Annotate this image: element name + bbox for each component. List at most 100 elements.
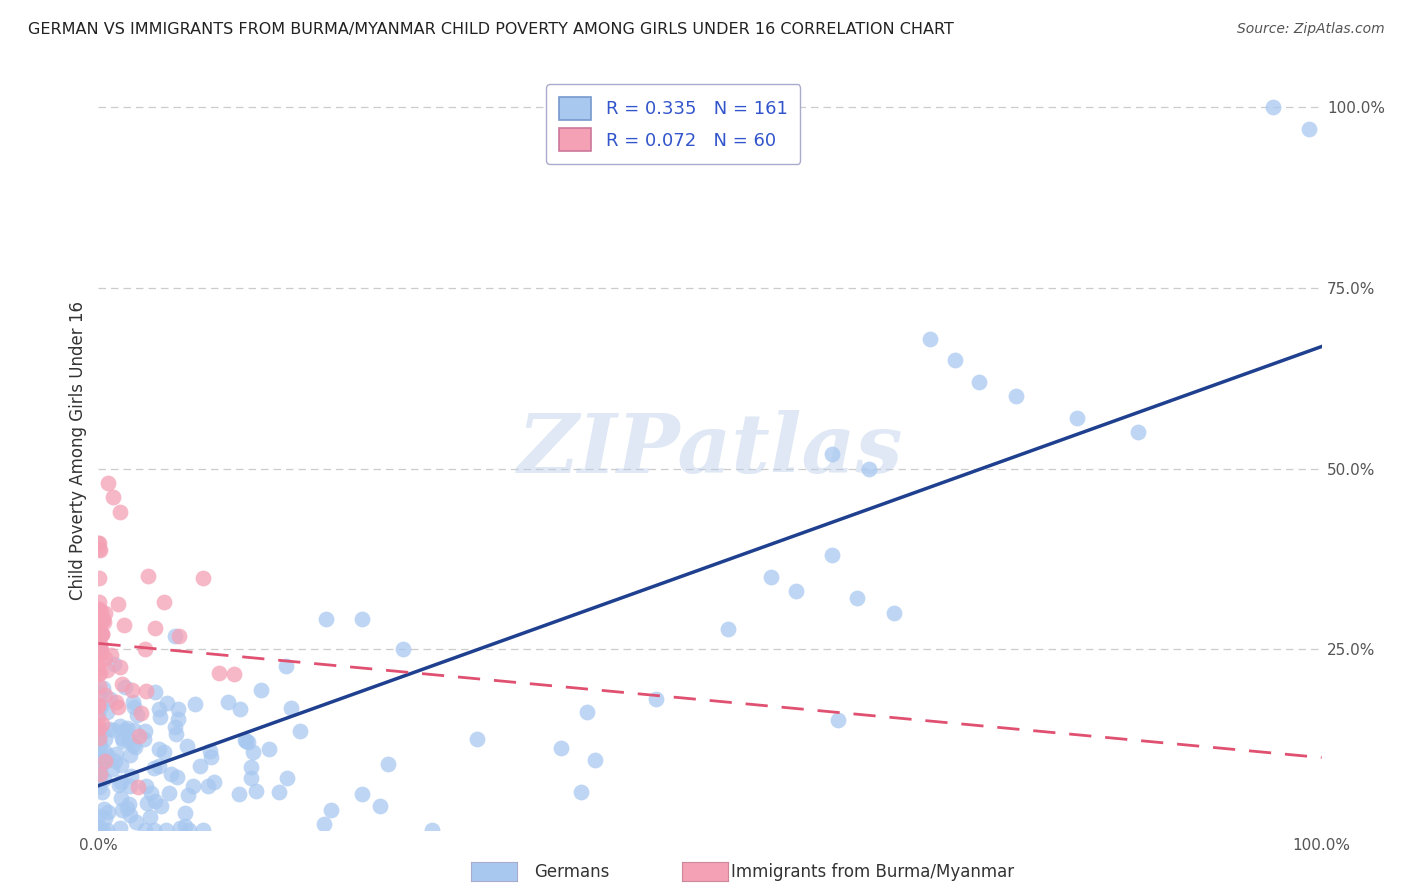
Point bbox=[97, 475, 120, 490]
Point bbox=[89, 746, 111, 760]
Point bbox=[135, 779, 157, 793]
Point bbox=[1004, 389, 1026, 403]
Point bbox=[200, 750, 222, 764]
Point bbox=[87, 666, 110, 681]
Point bbox=[87, 746, 110, 760]
Point bbox=[165, 720, 187, 734]
Point bbox=[135, 683, 157, 698]
Point bbox=[821, 447, 844, 461]
Point bbox=[101, 491, 124, 505]
Point bbox=[319, 803, 342, 817]
Point bbox=[134, 724, 156, 739]
Point bbox=[821, 548, 844, 562]
Point bbox=[420, 822, 443, 837]
Point bbox=[267, 784, 290, 798]
Point bbox=[156, 696, 179, 710]
Point bbox=[91, 626, 114, 640]
Point bbox=[148, 758, 170, 772]
Point bbox=[122, 723, 145, 737]
Point bbox=[91, 627, 114, 641]
Point bbox=[87, 822, 110, 837]
Point bbox=[111, 731, 134, 746]
Point bbox=[87, 732, 110, 747]
Point bbox=[91, 717, 114, 731]
Point bbox=[87, 623, 110, 637]
Point bbox=[314, 816, 336, 830]
Point bbox=[93, 615, 115, 629]
Point bbox=[127, 707, 149, 722]
Point bbox=[89, 759, 111, 773]
Point bbox=[93, 651, 115, 665]
Point bbox=[167, 629, 190, 643]
Point bbox=[188, 759, 211, 773]
Point bbox=[245, 784, 267, 798]
Point bbox=[217, 695, 239, 709]
Point bbox=[124, 739, 146, 754]
Point bbox=[165, 629, 187, 643]
Point bbox=[91, 681, 114, 696]
Point bbox=[96, 822, 118, 837]
Point bbox=[87, 661, 110, 675]
Point bbox=[89, 767, 111, 781]
Text: GERMAN VS IMMIGRANTS FROM BURMA/MYANMAR CHILD POVERTY AMONG GIRLS UNDER 16 CORRE: GERMAN VS IMMIGRANTS FROM BURMA/MYANMAR … bbox=[28, 22, 955, 37]
Point bbox=[89, 764, 111, 779]
Point bbox=[143, 685, 166, 699]
Point bbox=[87, 605, 110, 619]
Point bbox=[104, 747, 127, 761]
Point bbox=[569, 785, 592, 799]
Point bbox=[148, 741, 170, 756]
Point bbox=[118, 797, 141, 811]
Point bbox=[90, 646, 112, 660]
Point bbox=[89, 725, 111, 739]
Point bbox=[883, 606, 905, 620]
Point bbox=[90, 627, 112, 641]
Point bbox=[97, 748, 120, 763]
Point bbox=[87, 731, 110, 745]
Point bbox=[280, 700, 302, 714]
Point bbox=[920, 332, 942, 346]
Point bbox=[87, 620, 110, 634]
Point bbox=[93, 802, 115, 816]
Point bbox=[166, 712, 188, 726]
Point bbox=[1261, 100, 1284, 114]
Point bbox=[141, 786, 163, 800]
Point bbox=[87, 601, 110, 615]
Point bbox=[118, 733, 141, 747]
Point bbox=[87, 780, 110, 794]
Point bbox=[370, 798, 392, 813]
Point bbox=[87, 756, 110, 770]
Point bbox=[148, 702, 170, 716]
Point bbox=[155, 822, 177, 837]
Point bbox=[90, 615, 112, 629]
Point bbox=[1066, 411, 1088, 425]
Point bbox=[87, 711, 110, 725]
Point bbox=[115, 801, 138, 815]
Point bbox=[89, 637, 111, 651]
Point bbox=[93, 772, 115, 786]
Point bbox=[118, 748, 141, 763]
Point bbox=[207, 665, 229, 680]
Point bbox=[191, 822, 214, 837]
Point bbox=[845, 591, 868, 606]
Y-axis label: Child Poverty Among Girls Under 16: Child Poverty Among Girls Under 16 bbox=[69, 301, 87, 600]
Point bbox=[101, 762, 124, 776]
Text: Immigrants from Burma/Myanmar: Immigrants from Burma/Myanmar bbox=[731, 863, 1014, 881]
Point bbox=[87, 656, 110, 670]
Point bbox=[202, 774, 225, 789]
Point bbox=[90, 606, 112, 620]
Point bbox=[94, 745, 117, 759]
Point bbox=[110, 757, 132, 772]
Point bbox=[97, 723, 120, 737]
Point bbox=[350, 787, 373, 801]
Point bbox=[197, 779, 219, 793]
Text: Germans: Germans bbox=[534, 863, 610, 881]
Point bbox=[87, 820, 110, 834]
Point bbox=[110, 774, 132, 789]
Point bbox=[87, 623, 110, 637]
Point bbox=[136, 796, 159, 810]
Point bbox=[350, 612, 373, 626]
Point bbox=[115, 721, 138, 735]
Point bbox=[104, 695, 127, 709]
Point bbox=[1298, 122, 1320, 136]
Point bbox=[87, 721, 110, 735]
